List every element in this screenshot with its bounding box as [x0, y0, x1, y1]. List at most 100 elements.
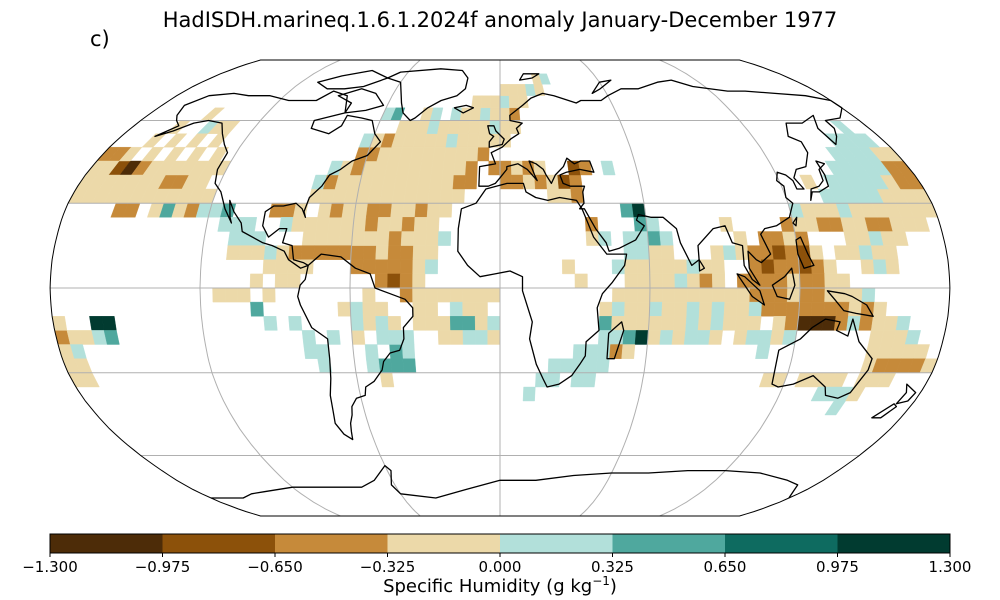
anomaly-cell	[303, 344, 318, 359]
anomaly-cell	[697, 316, 712, 331]
coastline-new-zealand-south	[871, 403, 898, 419]
anomaly-cell	[474, 316, 488, 331]
anomaly-cell	[647, 231, 662, 246]
anomaly-cell	[624, 259, 638, 275]
anomaly-cell	[771, 245, 787, 260]
anomaly-cell	[659, 330, 674, 345]
anomaly-cell	[430, 160, 445, 176]
anomaly-cell	[462, 330, 476, 345]
coastline-africa	[457, 182, 628, 388]
anomaly-cell	[437, 231, 452, 246]
anomaly-cell	[300, 245, 315, 260]
graticule-meridian	[659, 60, 801, 516]
anomaly-cell	[598, 316, 613, 331]
anomaly-cell	[425, 245, 439, 260]
anomaly-cell	[288, 316, 303, 331]
anomaly-cell	[399, 259, 414, 275]
anomaly-cell	[636, 259, 651, 275]
colorbar-tick-label: 0.000	[478, 558, 522, 576]
anomaly-cell	[426, 203, 441, 218]
anomaly-cell	[226, 245, 241, 260]
anomaly-cell	[352, 217, 367, 232]
anomaly-cell	[508, 84, 519, 96]
anomaly-cell	[301, 231, 317, 246]
anomaly-cell	[824, 400, 846, 416]
anomaly-cell	[375, 316, 389, 331]
globe-outline	[49, 59, 951, 517]
anomaly-cell	[390, 203, 405, 218]
anomaly-cell	[376, 217, 391, 232]
colorbar-bin	[500, 534, 613, 553]
coastline-svalbard	[518, 73, 540, 81]
colorbar-tick-label: −1.300	[22, 558, 78, 576]
anomaly-cell	[351, 231, 366, 246]
anomaly-cell	[734, 245, 750, 260]
anomaly-cell	[387, 316, 402, 331]
anomaly-cell	[341, 203, 357, 218]
anomaly-cell	[443, 147, 457, 162]
coastline-south-america	[297, 253, 414, 441]
anomaly-cell	[568, 174, 583, 190]
anomaly-cell	[649, 273, 663, 289]
anomaly-cell	[685, 316, 700, 331]
anomaly-cell	[326, 330, 341, 345]
anomaly-cell	[710, 316, 725, 331]
anomaly-cell	[711, 259, 725, 275]
coastline-north-america	[154, 90, 382, 269]
anomaly-cell	[547, 358, 562, 373]
anomaly-cell	[661, 301, 675, 317]
anomaly-cell	[154, 160, 176, 176]
anomaly-cell	[584, 344, 599, 359]
anomaly-cell	[412, 245, 427, 260]
anomaly-cell	[637, 287, 651, 303]
coastline-new-guinea	[826, 290, 874, 317]
anomaly-cell	[711, 301, 725, 317]
anomaly-cell	[365, 358, 381, 373]
anomaly-cell	[633, 217, 648, 232]
anomaly-cell	[388, 330, 403, 345]
anomaly-cell	[439, 188, 454, 204]
anomaly-cell	[811, 273, 826, 289]
anomaly-cell	[365, 203, 381, 218]
anomaly-cell	[454, 147, 468, 162]
anomaly-cell	[883, 245, 899, 260]
anomaly-cell	[559, 358, 574, 373]
anomaly-cell	[478, 133, 490, 148]
anomaly-cell	[662, 273, 676, 289]
anomaly-cell	[403, 188, 418, 204]
anomaly-cell	[711, 287, 726, 303]
anomaly-cell	[597, 344, 611, 359]
anomaly-cell	[412, 273, 426, 289]
anomaly-cell	[892, 231, 909, 246]
anomaly-cell	[747, 316, 762, 331]
anomaly-cell	[241, 217, 258, 232]
graticule-meridian	[349, 60, 421, 516]
anomaly-cell	[600, 160, 616, 176]
anomaly-cell	[811, 287, 826, 303]
anomaly-cell	[671, 330, 686, 345]
anomaly-cell	[748, 301, 763, 317]
colorbar-label-close: )	[609, 576, 617, 597]
anomaly-cell	[363, 231, 378, 246]
anomaly-cell	[326, 231, 341, 246]
anomaly-cell	[722, 245, 737, 260]
anomaly-cell	[732, 330, 748, 345]
colorbar-bin	[612, 534, 726, 553]
anomaly-cell	[836, 273, 851, 289]
anomaly-cell	[648, 316, 662, 331]
anomaly-cell	[387, 245, 402, 260]
anomaly-cell	[401, 344, 416, 359]
anomaly-cell	[499, 174, 513, 190]
anomaly-cell	[462, 301, 476, 317]
anomaly-cell	[429, 174, 443, 190]
anomaly-cell	[451, 188, 465, 204]
anomaly-cell	[453, 160, 467, 176]
anomaly-cell	[558, 188, 573, 204]
anomaly-cell	[769, 330, 785, 345]
colorbar-bin	[387, 534, 501, 553]
anomaly-cell	[393, 174, 409, 190]
anomaly-cell	[291, 217, 306, 232]
anomaly-cell	[376, 330, 390, 345]
anomaly-cell	[499, 160, 512, 176]
coastline-uk	[487, 125, 505, 148]
